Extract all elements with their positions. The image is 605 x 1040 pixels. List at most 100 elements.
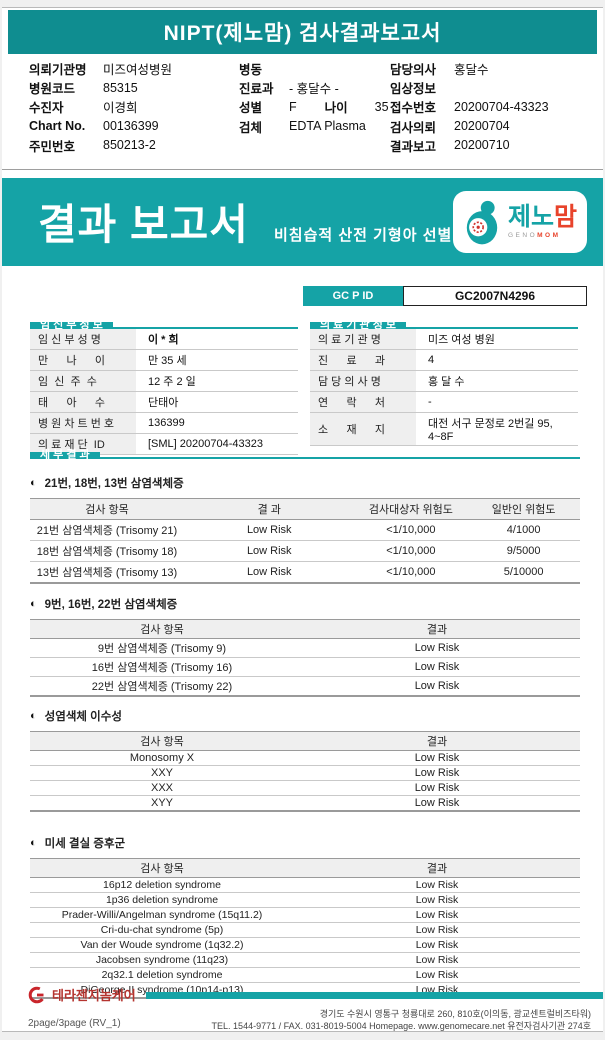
table-row: XYY Low Risk [30,795,580,812]
test-item-cell: 21번 삼염색체증 (Trisomy 21) [30,519,184,541]
column-header: 결과 [294,619,580,639]
table-row: 의 료 재 단 ID [SML] 20200704-43323 [30,434,298,455]
row-label: 연 락 처 [310,392,416,412]
row-label: 임 신 부 성 명 [30,329,136,349]
table-row: 13번 삼염색체증 (Trisomy 13) Low Risk <1/10,000 5… [30,561,580,584]
info-row: 담당의사 홍달수 [390,59,549,78]
table-row: XXX Low Risk [30,780,580,796]
row-value: 만 35 세 [148,355,187,367]
genomom-logo: 제노맘 GENOMOM [453,191,587,253]
table-row: Jacobsen syndrome (11q23) Low Risk [30,952,580,968]
info-value: 35 [374,99,389,114]
table-row: 소 재 지 대전 서구 문정로 2번길 95, 4~8F [310,413,578,446]
section-divider [2,169,603,170]
info-row: 수진자 이경희 [29,97,172,116]
result-cell: Low Risk [294,638,580,658]
gc-p-id-label: GC P ID [303,286,403,306]
detail-section-header: 세 부 결 과 [30,450,580,461]
table-header-row: 검사 항목 결 과 검사대상자 위험도 일반인 위험도 [30,498,580,520]
info-row: 병동 [239,59,389,78]
info-row: 결과보고 20200710 [390,136,549,155]
table-header-row: 검사 항목 결과 [30,731,580,751]
info-label: 성별 [239,101,263,116]
result-cell: Low Risk [294,907,580,923]
footer-teal-bar [146,992,603,999]
detail-section-title: 세 부 결 과 [30,450,100,461]
column-header: 검사대상자 위험도 [354,498,468,520]
half-circle-bullet-icon: ◐ [30,598,37,610]
half-circle-bullet-icon: ◐ [30,477,37,489]
info-column-clinical: 병동 진료과 - 홍달수 - 성별 F 나이 35 검체 EDTA Plasma [239,59,389,136]
logo-korean-name: 제노맘 [507,203,578,231]
subsection-title: ◐ 9번, 16번, 22번 삼염색체증 [30,596,580,612]
info-label: 수진자 [29,101,64,116]
result-cell: Low Risk [294,765,580,781]
row-label: 임 신 주 수 [30,371,136,391]
subsection-microdeletion: ◐ 미세 결실 증후군 검사 항목 결과 16p12 deletion syndrome… [30,835,580,999]
test-item-cell: 16번 삼염색체증 (Trisomy 16) [30,657,294,677]
info-value: 00136399 [103,119,159,134]
info-label: 담당의사 [390,63,437,78]
result-table: 검사 항목 결과 9번 삼염색체증 (Trisomy 9) Low Risk 16번 삼… [30,619,580,697]
info-row: 검체 EDTA Plasma [239,117,389,136]
column-header: 검사 항목 [30,498,184,520]
column-header: 결 과 [184,498,355,520]
banner-title: 결과 보고서 [38,201,249,248]
info-row: 검사의뢰 20200704 [390,117,549,136]
table-row: 임 신 부 성 명 이 * 희 [30,329,298,350]
info-row: 접수번호 20200704-43323 [390,97,549,116]
subsection-title-text: 성염색체 이수성 [44,711,122,723]
row-label: 병 원 차 트 번 호 [30,413,136,433]
info-value: 20200710 [454,138,510,153]
info-label: 검체 [239,120,263,135]
info-column-dates: 담당의사 홍달수 임상정보 접수번호 20200704-43323 검사의뢰 2020070… [390,59,549,155]
test-item-cell: Cri-du-chat syndrome (5p) [30,922,294,938]
row-value: 이 * 희 [148,334,179,346]
table-row: 연 락 처- [310,392,578,413]
footer-contact: TEL. 1544-9771 / FAX. 031-8019-5004 Home… [211,1021,591,1031]
result-table: 검사 항목 결과 Monosomy X Low Risk XXY Low Risk XXX L… [30,731,580,812]
info-value: - 홍달수 - [289,82,339,97]
column-header: 검사 항목 [30,619,294,639]
info-label: 검사의뢰 [390,120,437,135]
info-value: EDTA Plasma [289,119,366,134]
mother-icon [466,200,498,245]
row-value: 136399 [148,417,185,429]
result-cell: Low Risk [294,877,580,893]
table-row: 의 료 기 관 명 미즈 여성 병원 [310,329,578,350]
result-cell: Low Risk [294,952,580,968]
report-title: NIPT(제노맘) 검사결과보고서 [8,10,597,54]
table-row: Prader-Willi/Angelman syndrome (15q11.2)… [30,907,580,923]
info-column-requester: 의뢰기관명 미즈여성병원 병원코드 85315 수진자 이경희 Chart No. 00136… [29,59,172,155]
table-row: 태 아 수 단태아 [30,392,298,413]
clinic-info-title: 의 료 기 관 정 보 [310,320,407,331]
result-cell: Low Risk [294,892,580,908]
row-value: 대전 서구 문정로 2번길 95, 4~8F [428,418,553,443]
result-cell: <1/10,000 [354,540,468,562]
test-item-cell: 9번 삼염색체증 (Trisomy 9) [30,638,294,658]
result-cell: Low Risk [184,519,355,541]
row-label: 담 당 의 사 명 [310,371,416,391]
clinic-info-table: 의 료 기 관 정 보 의 료 기 관 명 미즈 여성 병원 진 료 과 4 담 당 의… [310,320,578,446]
row-label: 의 료 기 관 명 [310,329,416,349]
report-document: NIPT(제노맘) 검사결과보고서 의뢰기관명 미즈여성병원 병원코드 85315 수진… [2,7,603,1032]
row-label: 소 재 지 [310,413,416,445]
column-header: 결과 [294,731,580,751]
test-item-cell: XYY [30,795,294,812]
row-label: 만 나 이 [30,350,136,370]
column-header: 결과 [294,858,580,878]
subsection-sex-chromosome: ◐ 성염색체 이수성 검사 항목 결과 Monosomy X Low Risk XXY Low… [30,708,580,812]
logo-english-name: GENOMOM [507,232,561,239]
result-cell: <1/10,000 [354,519,468,541]
test-item-cell: Van der Woude syndrome (1q32.2) [30,937,294,953]
subsection-title: ◐ 미세 결실 증후군 [30,835,580,851]
test-item-cell: 13번 삼염색체증 (Trisomy 13) [30,561,184,584]
table-row: Van der Woude syndrome (1q32.2) Low Risk [30,937,580,953]
table-row: 1p36 deletion syndrome Low Risk [30,892,580,908]
row-label: 진 료 과 [310,350,416,370]
info-label: 의뢰기관명 [29,63,87,78]
table-row: 2q32.1 deletion syndrome Low Risk [30,967,580,983]
